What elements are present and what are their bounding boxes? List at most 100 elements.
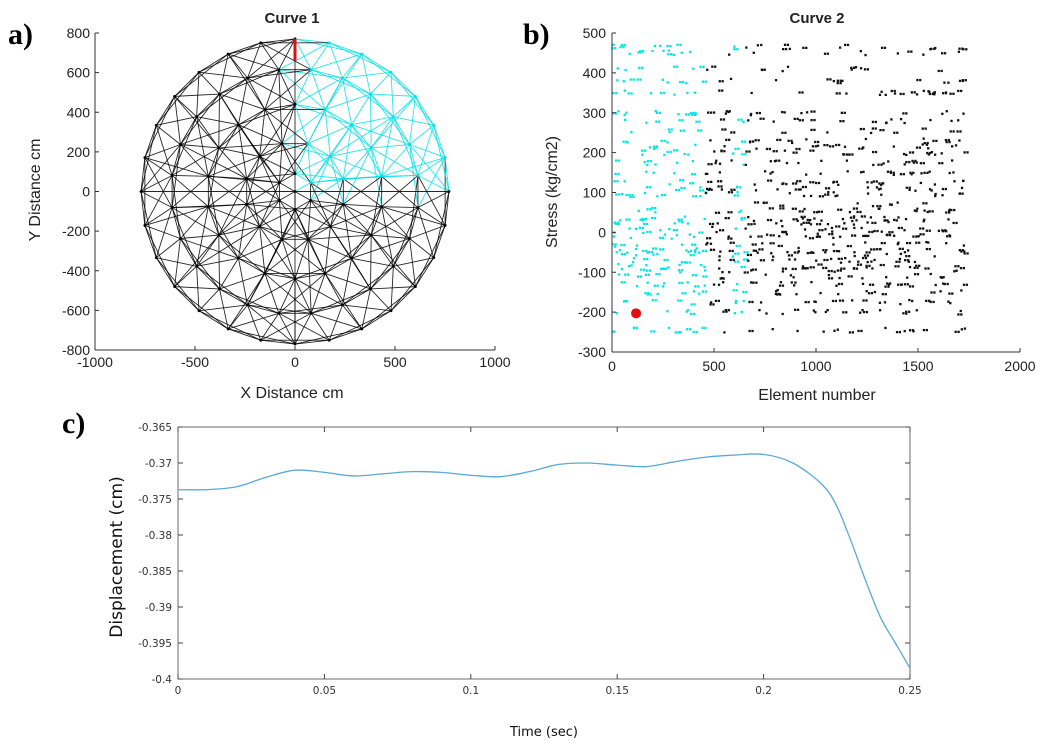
stress-point: [873, 229, 876, 233]
stress-point: [698, 292, 701, 295]
stress-point: [644, 291, 647, 295]
stress-point: [950, 159, 954, 162]
truss-member: [278, 312, 330, 341]
truss-member: [259, 226, 266, 274]
stress-point: [782, 182, 785, 185]
stress-point: [685, 328, 689, 331]
stress-point: [677, 299, 680, 302]
stress-point: [742, 163, 745, 166]
panel-c-letter: c): [62, 407, 85, 440]
stress-point: [648, 186, 652, 189]
stress-point: [817, 263, 820, 266]
stress-point: [666, 150, 669, 154]
stress-point: [666, 258, 669, 262]
truss-member: [198, 71, 248, 79]
stress-point: [812, 266, 815, 269]
stress-point: [815, 235, 819, 238]
truss-member: [264, 109, 283, 144]
stress-point: [659, 267, 663, 271]
stress-point: [709, 301, 713, 304]
truss-member: [174, 71, 200, 97]
stress-point: [966, 151, 969, 154]
truss-member: [381, 206, 418, 208]
truss-node: [226, 52, 230, 56]
stress-point: [623, 243, 626, 247]
stress-point: [794, 281, 797, 284]
stress-point: [769, 160, 772, 163]
truss-node: [259, 41, 263, 45]
stress-point: [822, 330, 825, 333]
stress-point: [912, 330, 915, 333]
stress-point: [804, 235, 807, 238]
stress-point: [809, 251, 812, 254]
stress-point: [941, 52, 944, 55]
stress-point: [913, 209, 916, 212]
stress-point: [651, 247, 655, 250]
panel-c-ytick-label: -0.375: [138, 494, 172, 506]
stress-point: [779, 281, 783, 284]
truss-member: [392, 116, 410, 145]
stress-point: [893, 234, 896, 237]
truss-member: [144, 225, 176, 287]
truss-node: [323, 108, 327, 111]
stress-point: [723, 331, 726, 334]
stress-point: [829, 145, 832, 148]
panel-a-xtick-label: -1000: [77, 354, 113, 370]
stress-point: [962, 283, 966, 286]
truss-node: [380, 205, 384, 209]
stress-point: [773, 159, 777, 163]
stress-point: [761, 68, 764, 72]
truss-member: [259, 200, 280, 227]
stress-point: [832, 180, 836, 184]
stress-point: [838, 225, 841, 228]
truss-member: [278, 143, 283, 183]
truss-node: [416, 206, 420, 209]
stress-point: [927, 267, 930, 270]
stress-point: [775, 290, 778, 293]
stress-point: [736, 186, 739, 189]
truss-member: [294, 208, 331, 227]
truss-member: [278, 69, 343, 79]
stress-point: [781, 131, 784, 134]
stress-point: [928, 92, 932, 96]
truss-member: [342, 304, 363, 330]
stress-point: [643, 258, 646, 261]
stress-point: [681, 81, 685, 84]
truss-member: [330, 116, 394, 157]
stress-point: [867, 292, 871, 295]
stress-point: [942, 230, 945, 233]
truss-member: [228, 42, 261, 55]
stress-point: [703, 265, 706, 269]
stress-point: [923, 218, 926, 221]
stress-point: [826, 131, 829, 134]
stress-point: [963, 327, 967, 330]
stress-point: [796, 308, 800, 311]
stress-point: [733, 260, 737, 263]
stress-point: [879, 187, 882, 190]
truss-member: [409, 225, 446, 239]
stress-point: [897, 241, 900, 244]
stress-point: [926, 210, 929, 214]
stress-point: [655, 120, 658, 123]
stress-point: [745, 290, 748, 294]
stress-point: [834, 299, 838, 303]
truss-member: [444, 191, 450, 226]
stress-point: [886, 282, 889, 285]
truss-node: [360, 327, 364, 331]
truss-member: [196, 116, 220, 149]
stress-point: [883, 301, 887, 304]
stress-point: [667, 53, 670, 56]
stress-point: [821, 229, 824, 232]
truss-node: [306, 142, 310, 146]
stress-point: [898, 257, 902, 261]
stress-point: [754, 249, 758, 252]
truss-member: [196, 226, 260, 267]
stress-point: [944, 187, 947, 191]
stress-point: [905, 112, 908, 115]
stress-point: [959, 309, 962, 313]
stress-point: [725, 138, 728, 141]
truss-node: [258, 225, 262, 228]
truss-member: [259, 182, 280, 227]
panel-c-axes: 0 0.05 0.1 0.15 0.2 0.25-0.365-0.37-0.375-0.3…: [138, 422, 922, 697]
stress-point: [690, 111, 693, 115]
